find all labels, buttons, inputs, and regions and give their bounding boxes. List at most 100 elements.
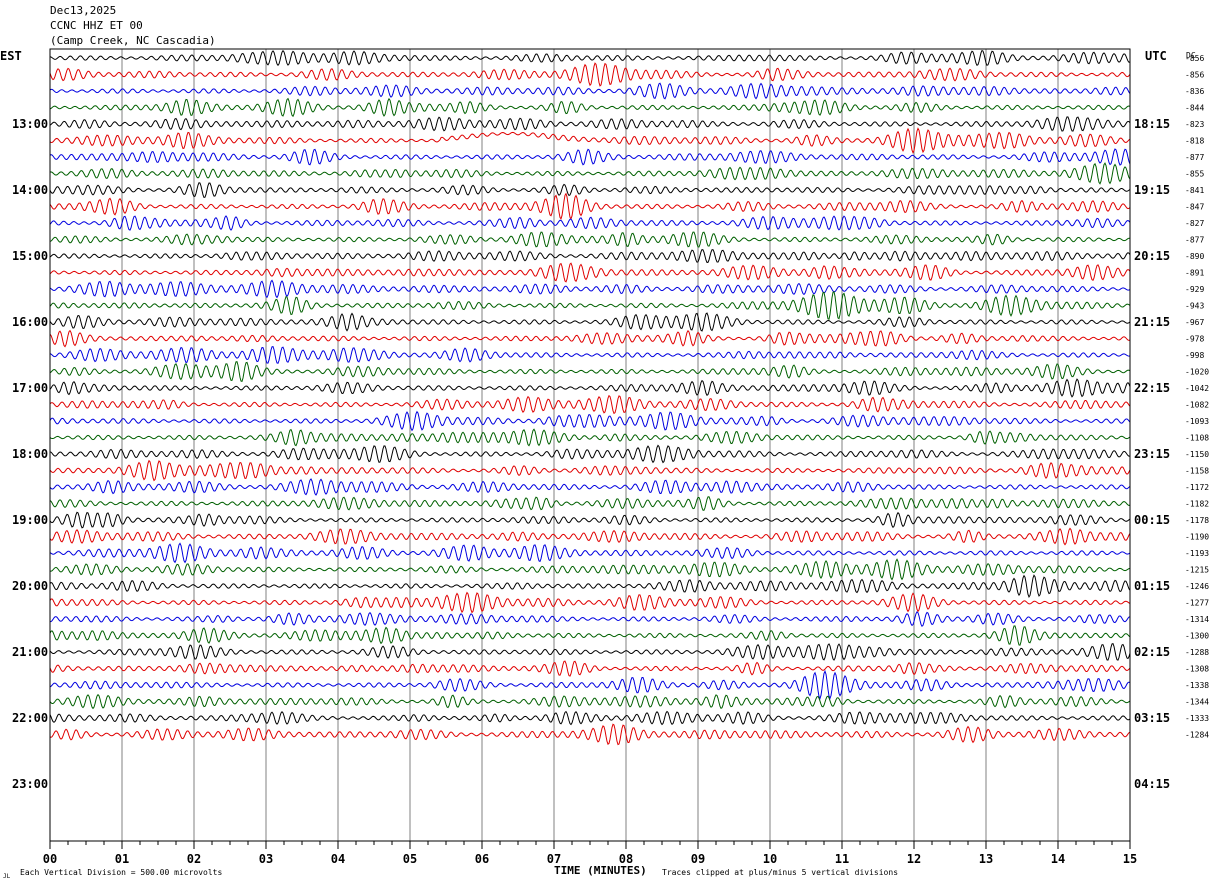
hour-label-left: 23:00: [12, 777, 48, 791]
trace-line: [49, 710, 1131, 726]
dc-offset-label: -929: [1185, 285, 1204, 294]
clip-note: Traces clipped at plus/minus 5 vertical …: [662, 868, 898, 877]
trace-line: [49, 262, 1131, 283]
hour-label-left: 19:00: [12, 513, 48, 527]
hour-label-left: 14:00: [12, 183, 48, 197]
dc-offset-label: -823: [1185, 120, 1204, 129]
hour-label-left: 15:00: [12, 249, 48, 263]
hour-label-left: 20:00: [12, 579, 48, 593]
trace-line: [49, 62, 1131, 87]
x-tick-label: 13: [979, 852, 993, 866]
trace-line: [49, 459, 1131, 482]
dc-offset-label: -1344: [1185, 698, 1209, 707]
dc-offset-label: -1150: [1185, 450, 1209, 459]
dc-offset-label: -1193: [1185, 549, 1209, 558]
trace-line: [49, 215, 1131, 231]
hour-label-left: 17:00: [12, 381, 48, 395]
dc-offset-label: -890: [1185, 252, 1204, 261]
dc-offset-label: -1314: [1185, 615, 1209, 624]
x-tick-label: 06: [475, 852, 489, 866]
dc-offset-label: -1042: [1185, 384, 1209, 393]
hour-label-left: 13:00: [12, 117, 48, 131]
left-timezone-label: EST: [0, 49, 22, 63]
dc-offset-labels: -856 -856 -836 -844 -823 -818 -877 -855 -841 -847…: [1185, 54, 1209, 740]
hour-label-right: 01:15: [1134, 579, 1170, 593]
trace-line: [49, 312, 1131, 332]
dc-offset-label: -998: [1185, 351, 1204, 360]
trace-line: [49, 82, 1131, 100]
trace-line: [49, 279, 1131, 299]
dc-offset-label: -1308: [1185, 665, 1209, 674]
trace-line: [49, 542, 1131, 564]
x-tick-label: 11: [835, 852, 849, 866]
hour-label-left: 18:00: [12, 447, 48, 461]
dc-offset-label: -1093: [1185, 417, 1209, 426]
x-tick-label: 04: [331, 852, 345, 866]
trace-line: [49, 428, 1131, 447]
trace-line: [49, 574, 1131, 598]
hour-labels-right: 18:15 19:15 20:15 21:15 22:15 23:15 00:15 01:15…: [1134, 117, 1170, 791]
time-grid: [121, 49, 1059, 841]
dc-offset-label: -1108: [1185, 434, 1209, 443]
right-timezone-label: UTC: [1145, 49, 1167, 63]
dc-offset-label: -836: [1185, 87, 1204, 96]
x-tick-label: 05: [403, 852, 417, 866]
x-tick-label: 00: [43, 852, 57, 866]
hour-label-right: 03:15: [1134, 711, 1170, 725]
trace-line: [49, 162, 1131, 185]
dc-offset-label: -877: [1185, 236, 1204, 245]
trace-line: [49, 127, 1131, 154]
dc-offset-label: -1277: [1185, 599, 1209, 608]
dc-offset-label: -1215: [1185, 566, 1209, 575]
dc-offset-label: -856: [1185, 71, 1204, 80]
trace-line: [49, 182, 1131, 198]
x-tick-label: 09: [691, 852, 705, 866]
trace-line: [49, 329, 1131, 348]
x-tick-label: 02: [187, 852, 201, 866]
dc-offset-label: -847: [1185, 203, 1204, 212]
trace-line: [49, 693, 1131, 710]
date-label: Dec13,2025: [50, 4, 117, 17]
hour-label-left: 21:00: [12, 645, 48, 659]
hour-label-right: 00:15: [1134, 513, 1170, 527]
dc-offset-label: -1333: [1185, 714, 1209, 723]
x-tick-label: 08: [619, 852, 633, 866]
trace-line: [49, 290, 1131, 320]
hour-label-right: 18:15: [1134, 117, 1170, 131]
trace-line: [49, 444, 1131, 464]
trace-line: [49, 97, 1131, 118]
hour-label-left: 22:00: [12, 711, 48, 725]
trace-line: [49, 591, 1131, 614]
x-tick-label: 03: [259, 852, 273, 866]
trace-line: [49, 660, 1131, 677]
location-label: (Camp Creek, NC Cascadia): [50, 34, 216, 47]
plot-frame: [49, 48, 1131, 842]
hour-label-right: 23:15: [1134, 447, 1170, 461]
trace-line: [49, 249, 1131, 263]
dc-offset-label: -1158: [1185, 467, 1209, 476]
trace-line: [49, 496, 1131, 511]
hour-label-right: 04:15: [1134, 777, 1170, 791]
dc-offset-label: -1020: [1185, 368, 1209, 377]
hour-label-right: 20:15: [1134, 249, 1170, 263]
dc-header-label: DC: [1186, 51, 1196, 60]
trace-line: [49, 669, 1131, 700]
seismic-traces: [49, 49, 1131, 746]
dc-offset-label: -1338: [1185, 681, 1209, 690]
hour-label-right: 22:15: [1134, 381, 1170, 395]
dc-offset-label: -943: [1185, 302, 1204, 311]
dc-offset-label: -877: [1185, 153, 1204, 162]
dc-offset-label: -1190: [1185, 533, 1209, 542]
dc-offset-label: -1284: [1185, 731, 1209, 740]
x-tick-label: 07: [547, 852, 561, 866]
trace-line: [49, 361, 1131, 382]
trace-line: [49, 625, 1131, 646]
dc-offset-label: -978: [1185, 335, 1204, 344]
trace-line: [49, 511, 1131, 529]
hour-label-right: 21:15: [1134, 315, 1170, 329]
dc-offset-label: -1300: [1185, 632, 1209, 641]
dc-offset-label: -1082: [1185, 401, 1209, 410]
trace-line: [49, 346, 1131, 364]
trace-line: [49, 231, 1131, 248]
